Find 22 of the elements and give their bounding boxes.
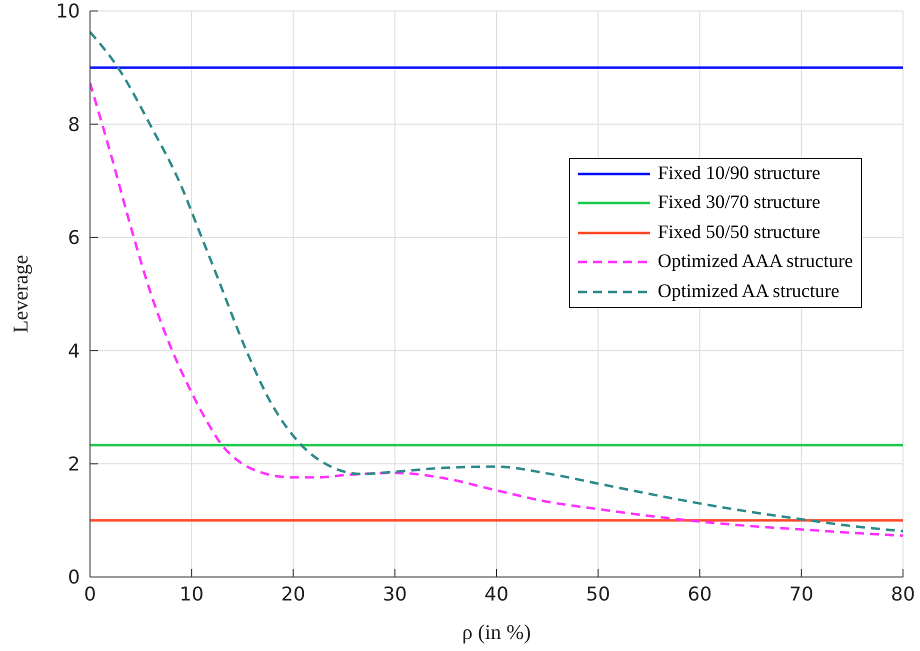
- x-tick-label: 10: [180, 583, 204, 606]
- x-axis-title: ρ (in %): [462, 620, 531, 644]
- y-tick-label: 4: [68, 340, 80, 362]
- y-tick-label: 0: [68, 566, 80, 589]
- y-axis-title: Leverage: [8, 254, 32, 334]
- legend-label: Fixed 50/50 structure: [658, 222, 820, 244]
- legend-label: Fixed 10/90 structure: [658, 162, 820, 185]
- y-tick-label: 10: [56, 0, 80, 23]
- x-tick-label: 80: [890, 583, 916, 606]
- x-tick-label: 50: [586, 583, 610, 606]
- x-tick-label: 20: [281, 583, 306, 606]
- x-tick-label: 0: [84, 583, 96, 606]
- x-tick-label: 70: [789, 583, 814, 606]
- x-tick-label: 40: [484, 583, 509, 606]
- legend-label: Optimized AAA structure: [658, 251, 853, 274]
- y-tick-label: 8: [68, 114, 80, 136]
- y-tick-label: 2: [68, 454, 80, 476]
- x-tick-label: 60: [688, 583, 712, 606]
- x-tick-label: 30: [382, 583, 407, 606]
- legend-label: Fixed 30/70 structure: [658, 192, 820, 214]
- legend-label: Optimized AA structure: [658, 280, 840, 303]
- y-tick-label: 6: [68, 227, 80, 250]
